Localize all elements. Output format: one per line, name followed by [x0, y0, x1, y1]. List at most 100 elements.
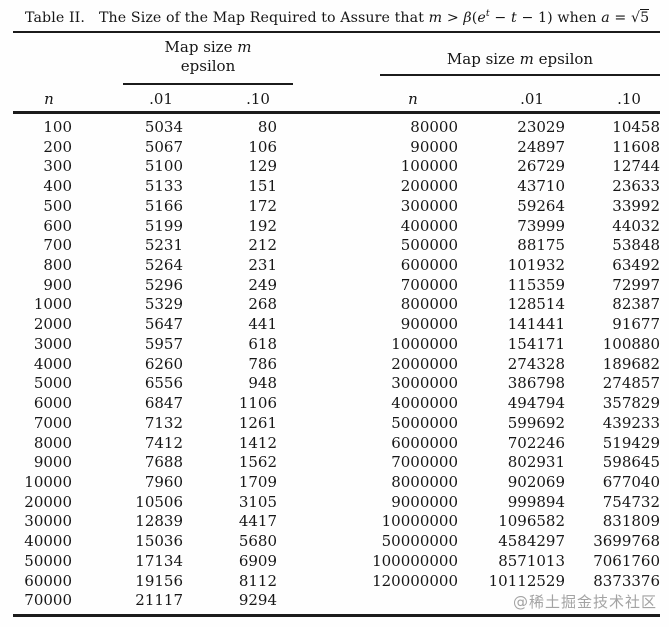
table-cell: 8000 [33, 433, 72, 452]
right-group-header-text: Map size [446, 50, 520, 68]
table-cell: 128514 [507, 295, 565, 314]
table-cell: 519429 [602, 433, 660, 452]
table-cell: 5000000 [391, 413, 458, 432]
table-cell: 600000 [400, 256, 458, 275]
table-row: 700000 115359 72997 [370, 276, 660, 296]
table-cell: 8373376 [593, 571, 660, 590]
caption-var-a: a [601, 10, 610, 26]
table-cell: 172 [248, 196, 277, 215]
table-cell: 268 [248, 295, 277, 314]
table-cell: 24897 [517, 137, 565, 156]
table-row: 800 5264 231 [14, 256, 277, 276]
table-row: 30000 12839 4417 [14, 512, 277, 532]
table-cell: 129 [248, 157, 277, 176]
table-cell: 120000000 [372, 571, 458, 590]
table-cell: 599692 [507, 413, 565, 432]
table-cell: 19156 [135, 571, 183, 590]
table-cell: 200 [43, 137, 72, 156]
table-cell: 386798 [507, 374, 565, 393]
table-cell: 23029 [517, 118, 565, 136]
caption-beta: β [463, 10, 472, 26]
table-cell: 10458 [612, 118, 660, 136]
left-group-header: Map size m epsilon [123, 38, 293, 76]
right-group-header-epsilon: epsilon [533, 50, 594, 68]
table-cell: 5329 [144, 295, 183, 314]
table-cell: 8571013 [498, 551, 565, 570]
table-cell: 100880 [602, 334, 660, 353]
table-cell: 7960 [144, 472, 183, 491]
table-row: 700 5231 212 [14, 236, 277, 256]
table-row: 5000 6556 948 [14, 374, 277, 394]
table-cell: 902069 [507, 472, 565, 491]
table-cell: 50000000 [381, 532, 458, 551]
table-cell: 1000000 [391, 334, 458, 353]
left-group-rule [123, 83, 293, 85]
table-cell: 274328 [507, 354, 565, 373]
table-cell: 189682 [602, 354, 660, 373]
caption-exponent-t: t [485, 8, 490, 19]
table-row: 60000 19156 8112 [14, 572, 277, 592]
table-cell: 5000 [33, 374, 72, 393]
table-cell: 5199 [144, 216, 183, 235]
table-cell: 7688 [144, 453, 183, 472]
table-cell: 3699768 [593, 532, 660, 551]
table-cell: 100000000 [372, 551, 458, 570]
table-row: 1000 5329 268 [14, 295, 277, 315]
table-cell: 441 [248, 315, 277, 334]
table-cell: 1261 [238, 413, 277, 432]
table-cell: 598645 [602, 453, 660, 472]
table-cell: 6909 [238, 551, 277, 570]
table-cell: 101932 [507, 256, 565, 275]
table-cell: 786 [248, 354, 277, 373]
table-row: 50000 17134 6909 [14, 552, 277, 572]
caption-minus-sign: − [489, 10, 512, 26]
table-cell: 439233 [602, 413, 660, 432]
table-cell: 249 [248, 275, 277, 294]
right-table-body: 80000 23029 10458 90000 24897 11608 100000 2672… [370, 118, 660, 591]
table-row: 600 5199 192 [14, 217, 277, 237]
table-cell: 15036 [135, 532, 183, 551]
table-cell: 2000000 [391, 354, 458, 373]
caption-greater-than: > [442, 10, 464, 26]
table-cell: 10000000 [381, 512, 458, 531]
table-cell: 5166 [144, 196, 183, 215]
table-cell: 300 [43, 157, 72, 176]
table-row: 7000000 802931 598645 [370, 453, 660, 473]
watermark: @稀土掘金技术社区 [512, 593, 657, 611]
table-cell: 100000 [400, 157, 458, 176]
table-cell: 59264 [517, 196, 565, 215]
left-table-body: 100 5034 80 200 5067 106 300 5100 129 400 5133 151 5… [14, 118, 277, 611]
table-cell: 1000 [33, 295, 72, 314]
table-cell: 33992 [612, 196, 660, 215]
table-cell: 1096582 [498, 512, 565, 531]
table-cell: 1562 [238, 453, 277, 472]
caption-var-t: t [511, 10, 517, 26]
table-cell: 7061760 [593, 551, 660, 570]
table-cell: 6847 [144, 394, 183, 413]
table-row: 900 5296 249 [14, 276, 277, 296]
table-row: 120000000 10112529 8373376 [370, 572, 660, 592]
table-cell: 12839 [135, 512, 183, 531]
table-cell: 63492 [612, 256, 660, 275]
table-cell: 91677 [612, 315, 660, 334]
table-row: 100000 26729 12744 [370, 157, 660, 177]
table-cell: 5231 [144, 236, 183, 255]
table-cell: 4417 [238, 512, 277, 531]
table-cell: 12744 [612, 157, 660, 176]
table-cell: 2000 [33, 315, 72, 334]
table-cell: 5264 [144, 256, 183, 275]
table-cell: 754732 [602, 492, 660, 511]
table-caption: Table II. The Size of the Map Required to… [25, 8, 665, 26]
caption-text: The Size of the Map Required to Assure t… [98, 10, 429, 26]
table-cell: 200000 [400, 177, 458, 196]
table-cell: 500000 [400, 236, 458, 255]
table-cell: 5133 [144, 177, 183, 196]
table-row: 2000000 274328 189682 [370, 355, 660, 375]
table-cell: 115359 [507, 275, 565, 294]
table-cell: 8112 [238, 571, 277, 590]
caption-equals-sign: = [609, 10, 632, 26]
table-row: 1000000 154171 100880 [370, 335, 660, 355]
table-row: 7000 7132 1261 [14, 414, 277, 434]
table-cell: 50000 [24, 551, 72, 570]
caption-radical-icon: √ [631, 10, 641, 26]
